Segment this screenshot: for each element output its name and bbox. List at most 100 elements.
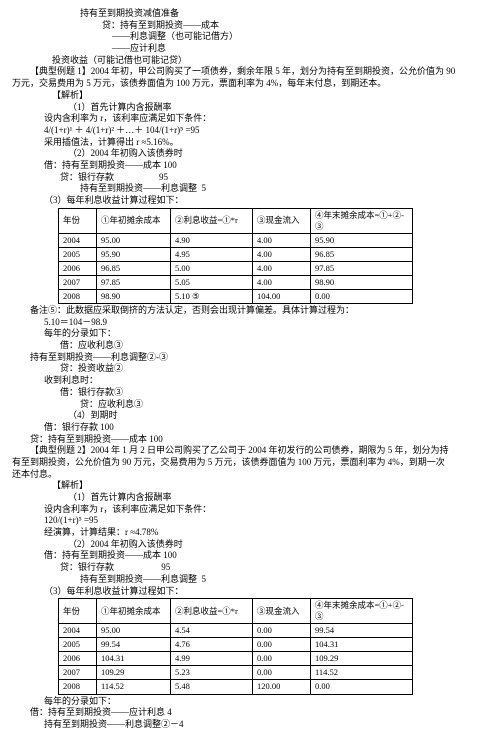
table-cell: 109.29 [97,666,171,680]
table-cell: 0.00 [253,638,311,652]
text-line: （3）每年利息收益计算过程如下： [12,195,488,207]
table-header: ①年初摊余成本 [97,208,171,233]
text-line: 持有至到期投资——利息调整②-③ [12,352,488,364]
text-line: 借：银行存款③ [12,387,488,399]
table-cell: 99.54 [311,624,413,638]
text-line: （3）每年利息收益计算过程如下： [12,586,488,598]
text-line: 【典型例题 1】2004 年初，甲公司购买了一项债券，剩余年限 5 年，划分为持… [12,66,488,78]
table-row: 2007109.295.230.00114.52 [59,666,413,680]
text-line: （2）2004 年初购入该债券时 [12,148,488,160]
table-cell: 4.00 [253,261,311,275]
table-cell: 2007 [59,666,97,680]
table-cell: 95.00 [97,624,171,638]
table-cell: 4.00 [253,247,311,261]
text-line: 持有至到期投资减值准备 [12,8,488,20]
table-cell: 97.85 [97,275,171,289]
table-cell: 95.00 [97,233,171,247]
table-header: 年份 [59,208,97,233]
table-row: 2006104.314.990.00109.29 [59,652,413,666]
text-line: 贷：持有至到期投资——成本 100 [12,434,488,446]
text-line: 备注⑤：此数据应采取倒挤的方法认定，否则会出现计算偏差。具体计算过程为： [12,305,488,317]
text-line: 借：持有至到期投资——成本 100 [12,550,488,562]
table-cell: 2004 [59,233,97,247]
table-cell: 114.52 [97,680,171,694]
text-line: 借：持有至到期投资——应计利息 4 [12,707,488,719]
table-cell: 0.00 [311,680,413,694]
table-cell: 95.90 [311,233,413,247]
text-line: 借：应收利息③ [12,340,488,352]
table-cell: 98.90 [97,289,171,303]
table-cell: 114.52 [311,666,413,680]
table-cell: 2006 [59,652,97,666]
table-cell: 4.76 [171,638,253,652]
text-line: 借：银行存款 100 [12,422,488,434]
text-line: 持有至到期投资——利息调整 5 [12,183,488,195]
text-line: 4/(1+r)¹ ＋ 4/(1+r)² ＋…＋ 104/(1+r)⁵ =95 [12,125,488,137]
table-cell: 5.23 [171,666,253,680]
table-cell: 95.90 [97,247,171,261]
table-row: 200797.855.054.0098.90 [59,275,413,289]
table-cell: 5.00 [171,261,253,275]
text-line: 【典型例题 2】2004 年 1 月 2 日甲公司购买了乙公司于 2004 年初… [12,445,488,457]
text-line: （2）2004 年初购入该债券时 [12,539,488,551]
text-line: 借：持有至到期投资——成本 100 [12,160,488,172]
text-line: 设内含利率为 r，该利率应满足如下条件： [12,113,488,125]
table-row: 200599.544.760.00104.31 [59,638,413,652]
table-cell: 104.31 [311,638,413,652]
table-header: 年份 [59,599,97,624]
table-cell: 2007 [59,275,97,289]
text-line: 有至到期投资，公允价值为 90 万元，交易费用为 5 万元，该债券面值为 100… [12,457,488,469]
table-cell: 5.48 [171,680,253,694]
table-cell: 0.00 [253,652,311,666]
table-cell: 98.90 [311,275,413,289]
text-line: 贷：持有至到期投资——成本 [12,20,488,32]
table-row: 200495.004.540.0099.54 [59,624,413,638]
table-cell: 0.00 [253,624,311,638]
text-line: 贷：银行存款 95 [12,172,488,184]
table-cell: 2005 [59,247,97,261]
text-line: 【解析】 [12,480,488,492]
table-cell: 4.00 [253,275,311,289]
text-line: 5.10＝104－98.9 [12,317,488,329]
table-cell: 5.05 [171,275,253,289]
text-line: 每年的分录如下： [12,696,488,708]
table-cell: 99.54 [97,638,171,652]
table-cell: 2006 [59,261,97,275]
table-cell: 2005 [59,638,97,652]
text-line: 收到利息时： [12,375,488,387]
table-header: ①年初摊余成本 [97,599,171,624]
text-line: 经演算，计算结果：r ≈4.78% [12,527,488,539]
table-row: 200696.855.004.0097.85 [59,261,413,275]
text-line: 贷：应收利息③ [12,399,488,411]
table-cell: 4.00 [253,233,311,247]
table-cell: 2004 [59,624,97,638]
table-cell: 96.85 [97,261,171,275]
text-line: 采用插值法，计算得出 r ≈5.16%。 [12,137,488,149]
text-line: 持有至到期投资——利息调整②－4 [12,719,488,731]
text-line: 还本付息。 [12,469,488,481]
table-row: 200595.904.954.0096.85 [59,247,413,261]
table-header: ④年末摊余成本=①+②-③ [311,599,413,624]
table-row: 年份 ①年初摊余成本 ②利息收益=①*r ③现金流入 ④年末摊余成本=①+②-③ [59,599,413,624]
table-cell: 120.00 [253,680,311,694]
table-cell: 4.90 [171,233,253,247]
table-cell: 0.00 [311,289,413,303]
table-2: 年份 ①年初摊余成本 ②利息收益=①*r ③现金流入 ④年末摊余成本=①+②-③… [58,598,413,694]
table-row: 2008114.525.48120.000.00 [59,680,413,694]
text-line: 万元，交易费用为 5 万元，该债券面值为 100 万元，票面利率为 4%，每年末… [12,78,488,90]
text-line: 每年的分录如下： [12,328,488,340]
table-header: ②利息收益=①*r [171,208,253,233]
table-cell: 96.85 [311,247,413,261]
text-line: 设内含利率为 r，该利率应满足如下条件： [12,504,488,516]
text-line: 持有至到期投资——利息调整 5 [12,574,488,586]
table-row: 年份 ①年初摊余成本 ②利息收益=①*r ③现金流入 ④年末摊余成本=①+②-③ [59,208,413,233]
table-cell: 97.85 [311,261,413,275]
table-1: 年份 ①年初摊余成本 ②利息收益=①*r ③现金流入 ④年末摊余成本=①+②-③… [58,208,413,304]
text-line: 贷：银行存款 95 [12,562,488,574]
table-header: ④年末摊余成本=①+②-③ [311,208,413,233]
table-cell: 2008 [59,289,97,303]
table-header: ②利息收益=①*r [171,599,253,624]
table-row: 200495.004.904.0095.90 [59,233,413,247]
table-cell: 4.95 [171,247,253,261]
table-cell: 4.99 [171,652,253,666]
